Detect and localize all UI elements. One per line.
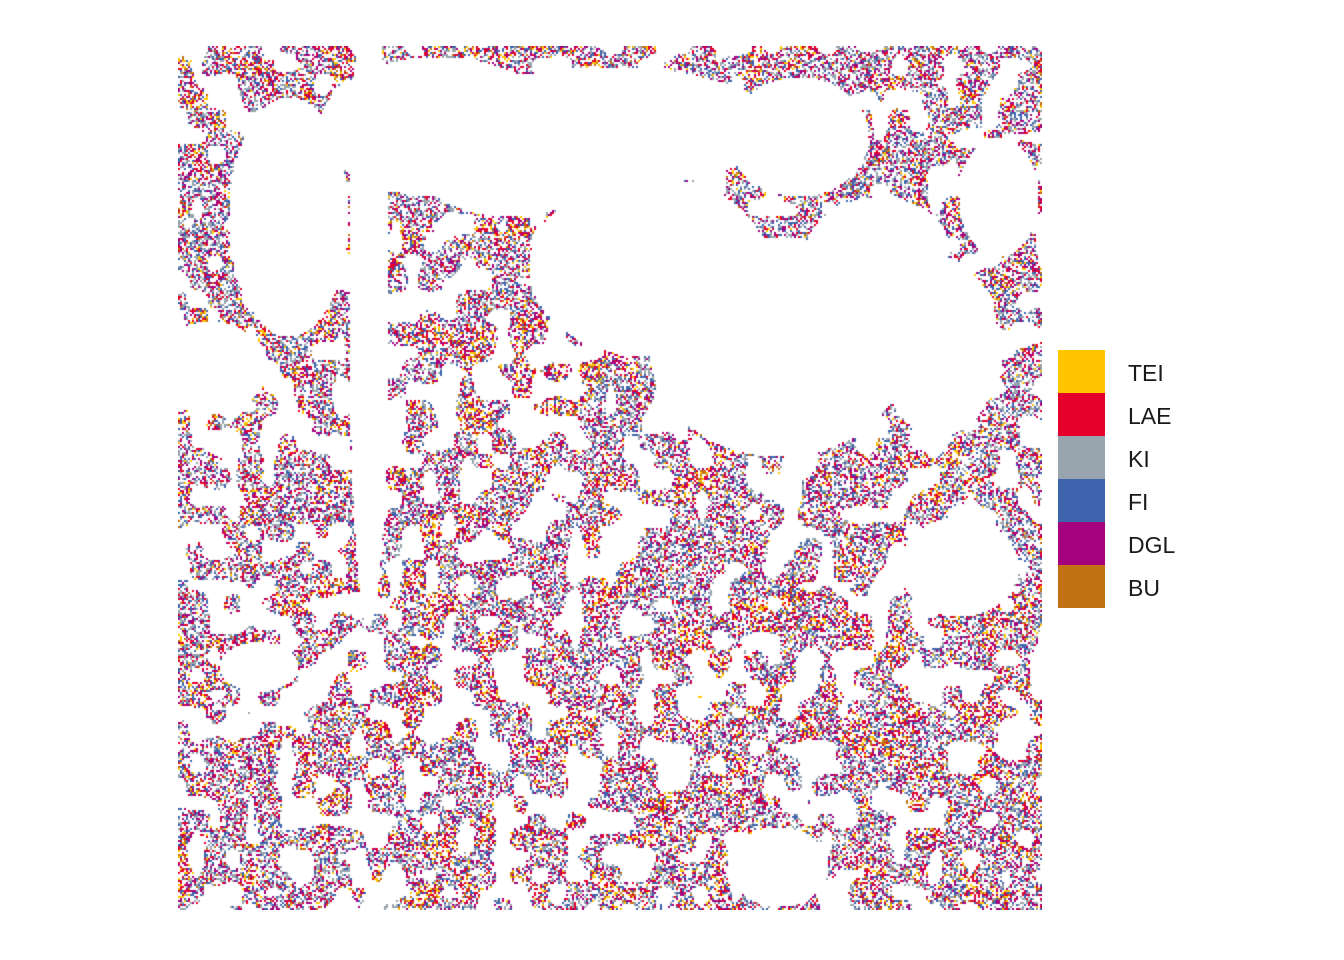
legend-swatch-ki xyxy=(1058,436,1105,479)
legend-label-tei: TEI xyxy=(1128,360,1164,386)
legend-item-fi: FI xyxy=(1058,479,1238,522)
legend-swatch-tei xyxy=(1058,350,1105,393)
legend-swatch-dgl xyxy=(1058,522,1105,565)
land-use-raster-map xyxy=(178,46,1042,910)
legend-label-fi: FI xyxy=(1128,489,1149,515)
legend-swatch-fi xyxy=(1058,479,1105,522)
legend-label-ki: KI xyxy=(1128,446,1150,472)
legend-label-bu: BU xyxy=(1128,575,1160,601)
legend-item-bu: BU xyxy=(1058,565,1238,608)
legend: TEI LAE KI FI DGL BU xyxy=(1058,350,1238,608)
legend-swatch-lae xyxy=(1058,393,1105,436)
legend-item-tei: TEI xyxy=(1058,350,1238,393)
legend-label-dgl: DGL xyxy=(1128,532,1176,558)
legend-item-dgl: DGL xyxy=(1058,522,1238,565)
legend-label-lae: LAE xyxy=(1128,403,1172,429)
legend-item-lae: LAE xyxy=(1058,393,1238,436)
legend-item-ki: KI xyxy=(1058,436,1238,479)
legend-swatch-bu xyxy=(1058,565,1105,608)
